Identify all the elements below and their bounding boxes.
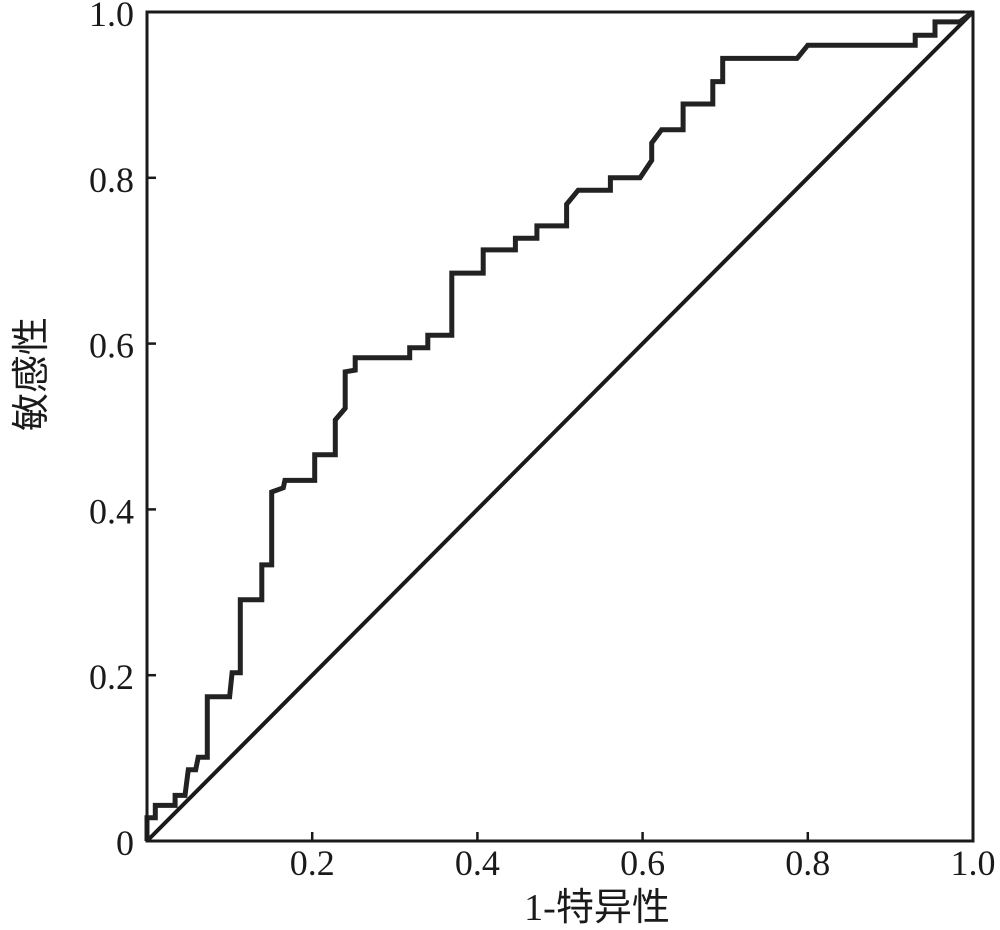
x-axis-label: 1-特异性 bbox=[524, 887, 670, 929]
y-tick-label: 0 bbox=[116, 823, 134, 863]
x-tick-label: 0.2 bbox=[290, 843, 335, 883]
y-tick-label: 0.8 bbox=[89, 160, 134, 200]
plot-frame bbox=[145, 10, 975, 843]
y-tick-label: 0.4 bbox=[89, 491, 134, 531]
x-tick-label: 1.0 bbox=[951, 843, 996, 883]
y-tick-label: 1.0 bbox=[89, 0, 134, 34]
y-tick-label: 0.2 bbox=[89, 657, 134, 697]
x-tick-label: 0.6 bbox=[620, 843, 665, 883]
y-axis-label: 敏感性 bbox=[11, 317, 53, 431]
roc-curve-line bbox=[144, 9, 975, 841]
tick-labels: 0.2 0.4 0.6 0.8 1.0 0 0.2 0.4 0.6 0.8 1.0 bbox=[89, 0, 996, 883]
x-tick-label: 0.8 bbox=[785, 843, 830, 883]
x-tick-label: 0.4 bbox=[455, 843, 500, 883]
y-tick-label: 0.6 bbox=[89, 326, 134, 366]
reference-diagonal-line bbox=[145, 10, 975, 843]
